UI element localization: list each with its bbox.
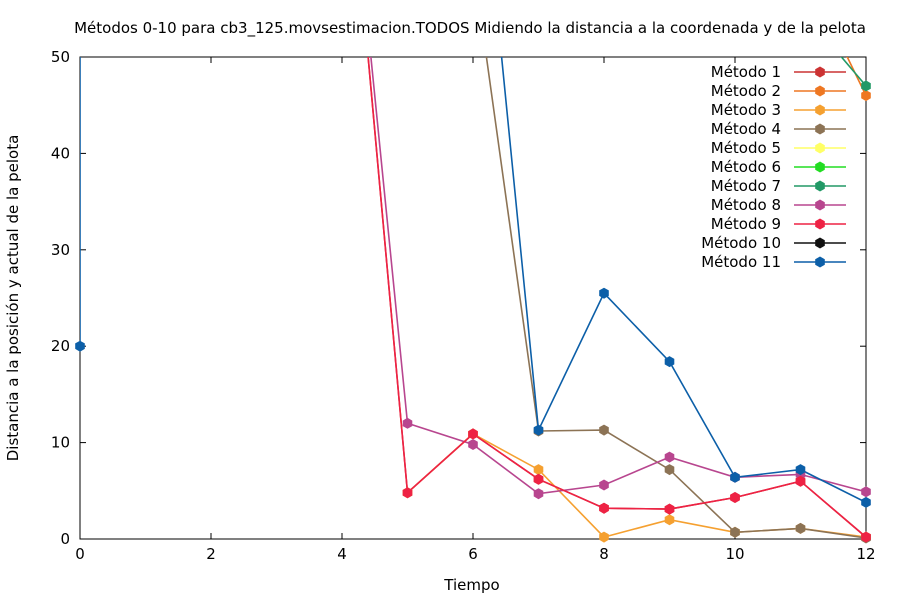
- legend-marker-metodo-4: [815, 123, 825, 135]
- x-tick-label: 10: [725, 545, 744, 563]
- legend-label-metodo-6: Método 6: [711, 158, 781, 176]
- data-point-metodo-8: [599, 479, 609, 491]
- y-tick-label: 0: [60, 530, 70, 548]
- data-point-metodo-9: [402, 487, 413, 499]
- legend-marker-metodo-10: [815, 237, 825, 249]
- legend-label-metodo-1: Método 1: [711, 63, 781, 81]
- legend-marker-metodo-8: [815, 199, 825, 211]
- legend-marker-metodo-5: [815, 142, 825, 154]
- y-tick-label: 10: [51, 434, 70, 452]
- data-point-metodo-9: [468, 428, 478, 440]
- legend-marker-metodo-7: [815, 180, 825, 192]
- data-point-metodo-9: [664, 503, 675, 515]
- legend-label-metodo-8: Método 8: [711, 196, 781, 214]
- data-point-metodo-3: [664, 514, 675, 526]
- data-point-metodo-11: [75, 340, 85, 352]
- legend-label-metodo-2: Método 2: [711, 82, 781, 100]
- data-point-metodo-11: [861, 496, 871, 508]
- data-point-metodo-9: [795, 475, 806, 487]
- data-point-metodo-8: [861, 486, 871, 498]
- data-point-metodo-4: [599, 424, 609, 436]
- axis-ticks: 0 2 4 6 8 10 12 0 10 20 30 40 50: [51, 48, 876, 563]
- data-point-metodo-8: [664, 451, 675, 463]
- data-point-metodo-3: [599, 531, 609, 543]
- legend-label-metodo-4: Método 4: [711, 120, 781, 138]
- x-tick-label: 2: [206, 545, 216, 563]
- data-point-metodo-3: [533, 464, 544, 476]
- data-point-metodo-9: [730, 492, 740, 503]
- x-tick-label: 0: [75, 545, 85, 563]
- series-line-metodo-1: [367, 57, 866, 538]
- data-point-metodo-11: [664, 356, 675, 368]
- x-tick-label: 12: [856, 545, 875, 563]
- legend-label-metodo-10: Método 10: [701, 234, 781, 252]
- legend-marker-metodo-9: [815, 218, 825, 230]
- data-point-metodo-2: [861, 90, 871, 102]
- legend-label-metodo-3: Método 3: [711, 101, 781, 119]
- series-points: [75, 80, 871, 544]
- x-axis-label: Tiempo: [443, 576, 499, 594]
- data-point-metodo-4: [730, 526, 740, 538]
- data-point-metodo-9: [533, 473, 544, 485]
- data-point-metodo-11: [533, 424, 544, 436]
- data-point-metodo-4: [795, 522, 806, 534]
- legend-label-metodo-11: Método 11: [701, 253, 781, 271]
- data-point-metodo-7: [861, 80, 871, 92]
- legend-marker-metodo-3: [815, 104, 825, 116]
- data-point-metodo-9: [599, 502, 609, 514]
- series-line-metodo-9: [367, 57, 866, 538]
- data-point-metodo-8: [468, 439, 478, 450]
- data-point-metodo-8: [402, 417, 413, 429]
- legend-marker-metodo-2: [815, 85, 825, 97]
- y-tick-label: 40: [51, 144, 70, 162]
- chart-title: Métodos 0-10 para cb3_125.movsestimacion…: [74, 19, 866, 38]
- legend-marker-metodo-6: [815, 161, 825, 173]
- data-point-metodo-4: [664, 464, 675, 476]
- legend-label-metodo-9: Método 9: [711, 215, 781, 233]
- y-tick-label: 50: [51, 48, 70, 66]
- y-tick-label: 20: [51, 337, 70, 355]
- legend-label-metodo-5: Método 5: [711, 139, 781, 157]
- series-line-metodo-2: [846, 57, 866, 96]
- legend-marker-metodo-11: [815, 256, 825, 268]
- legend-marker-metodo-1: [815, 66, 825, 78]
- x-tick-label: 4: [337, 545, 347, 563]
- data-point-metodo-9: [861, 531, 871, 543]
- data-point-metodo-11: [730, 471, 740, 483]
- series-line-metodo-8: [370, 57, 866, 495]
- x-tick-label: 8: [599, 545, 609, 563]
- y-axis-label: Distancia a la posición y actual de la p…: [4, 135, 22, 462]
- x-tick-label: 6: [468, 545, 478, 563]
- series-line-metodo-7: [840, 57, 866, 87]
- data-point-metodo-11: [795, 464, 806, 476]
- y-tick-label: 30: [51, 241, 70, 259]
- data-point-metodo-11: [599, 287, 609, 299]
- data-point-metodo-8: [533, 488, 544, 500]
- legend-label-metodo-7: Método 7: [711, 177, 781, 195]
